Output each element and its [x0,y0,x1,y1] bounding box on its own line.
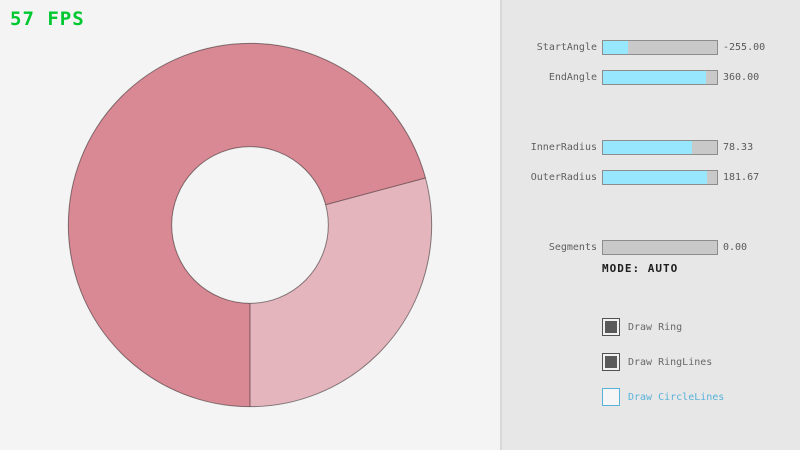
inner-radius-slider-fill [603,141,693,154]
slider-row-inner-radius: InnerRadius 78.33 [502,140,800,156]
controls-panel: StartAngle -255.00 EndAngle 360.00 Inner… [500,0,800,450]
segments-value: 0.00 [723,242,748,253]
draw-ringlines-label: Draw RingLines [628,356,713,368]
draw-circlelines-label: Draw CircleLines [628,391,725,403]
inner-radius-slider[interactable] [602,140,718,155]
outer-radius-label: OuterRadius [530,172,597,183]
start-angle-slider[interactable] [602,40,718,55]
draw-ring-check-mark [605,321,617,333]
start-angle-slider-fill [603,41,628,54]
slider-row-start-angle: StartAngle -255.00 [502,40,800,56]
segments-slider[interactable] [602,240,718,255]
end-angle-value: 360.00 [723,72,760,83]
slider-row-segments: Segments 0.00 [502,240,800,256]
checkbox-row-draw-circlelines: Draw CircleLines [602,388,724,406]
outer-radius-slider[interactable] [602,170,718,185]
draw-circlelines-check-mark [605,391,617,403]
slider-row-end-angle: EndAngle 360.00 [502,70,800,86]
outer-radius-slider-fill [603,171,707,184]
inner-radius-value: 78.33 [723,142,754,153]
checkbox-row-draw-ring: Draw Ring [602,318,682,336]
ring-svg [67,42,433,408]
outer-radius-value: 181.67 [723,172,760,183]
draw-circlelines-checkbox[interactable] [602,388,620,406]
draw-ring-label: Draw Ring [628,321,683,333]
end-angle-label: EndAngle [548,72,597,83]
segments-mode-text: MODE: AUTO [602,262,679,275]
fps-counter: 57 FPS [10,8,85,30]
slider-row-outer-radius: OuterRadius 181.67 [502,170,800,186]
inner-radius-label: InnerRadius [530,142,597,153]
draw-ringlines-check-mark [605,356,617,368]
end-angle-slider[interactable] [602,70,718,85]
start-angle-label: StartAngle [536,42,597,53]
draw-ringlines-checkbox[interactable] [602,353,620,371]
checkbox-row-draw-ringlines: Draw RingLines [602,353,712,371]
start-angle-value: -255.00 [723,42,766,53]
end-angle-slider-fill [603,71,706,84]
draw-ring-checkbox[interactable] [602,318,620,336]
segments-label: Segments [548,242,597,253]
render-canvas: 57 FPS [10,8,433,408]
